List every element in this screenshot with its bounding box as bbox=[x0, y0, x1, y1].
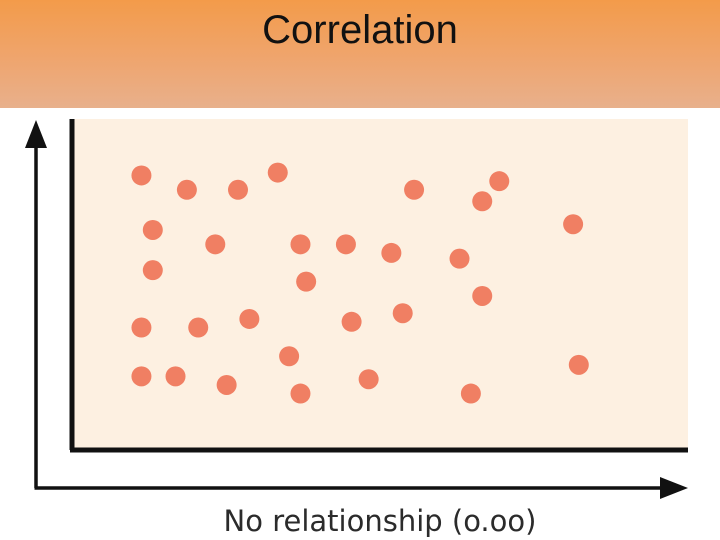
data-point-28 bbox=[358, 369, 379, 390]
data-point-12 bbox=[335, 234, 356, 255]
data-point-30 bbox=[568, 354, 589, 375]
data-point-7 bbox=[489, 171, 510, 192]
data-point-5 bbox=[404, 179, 425, 200]
data-point-4 bbox=[267, 162, 288, 183]
data-points bbox=[131, 162, 589, 404]
data-point-8 bbox=[563, 214, 584, 235]
title-banner bbox=[0, 0, 720, 108]
data-point-19 bbox=[188, 317, 209, 338]
data-point-1 bbox=[131, 165, 152, 186]
data-point-24 bbox=[131, 366, 152, 387]
data-point-14 bbox=[449, 248, 470, 269]
slide-title: Correlation bbox=[262, 8, 458, 52]
y-axis-arrowhead-icon bbox=[25, 120, 47, 148]
data-point-6 bbox=[472, 191, 493, 212]
x-axis-arrowhead-icon bbox=[660, 477, 688, 499]
data-point-22 bbox=[392, 303, 413, 324]
data-point-10 bbox=[205, 234, 226, 255]
data-point-25 bbox=[165, 366, 186, 387]
data-point-13 bbox=[381, 242, 402, 263]
plot-background bbox=[72, 119, 688, 450]
scatter-chart: No relationship (o.oo) bbox=[25, 119, 688, 538]
data-point-18 bbox=[131, 317, 152, 338]
data-point-23 bbox=[279, 346, 300, 367]
data-point-11 bbox=[290, 234, 311, 255]
data-point-9 bbox=[142, 219, 163, 240]
data-point-17 bbox=[472, 285, 493, 306]
data-point-2 bbox=[176, 179, 197, 200]
data-point-29 bbox=[460, 383, 481, 404]
data-point-15 bbox=[142, 260, 163, 281]
chart-caption: No relationship (o.oo) bbox=[224, 504, 537, 538]
data-point-26 bbox=[216, 374, 237, 395]
data-point-16 bbox=[296, 271, 317, 292]
data-point-27 bbox=[290, 383, 311, 404]
data-point-3 bbox=[228, 179, 248, 200]
data-point-20 bbox=[239, 308, 260, 329]
data-point-21 bbox=[341, 311, 362, 332]
